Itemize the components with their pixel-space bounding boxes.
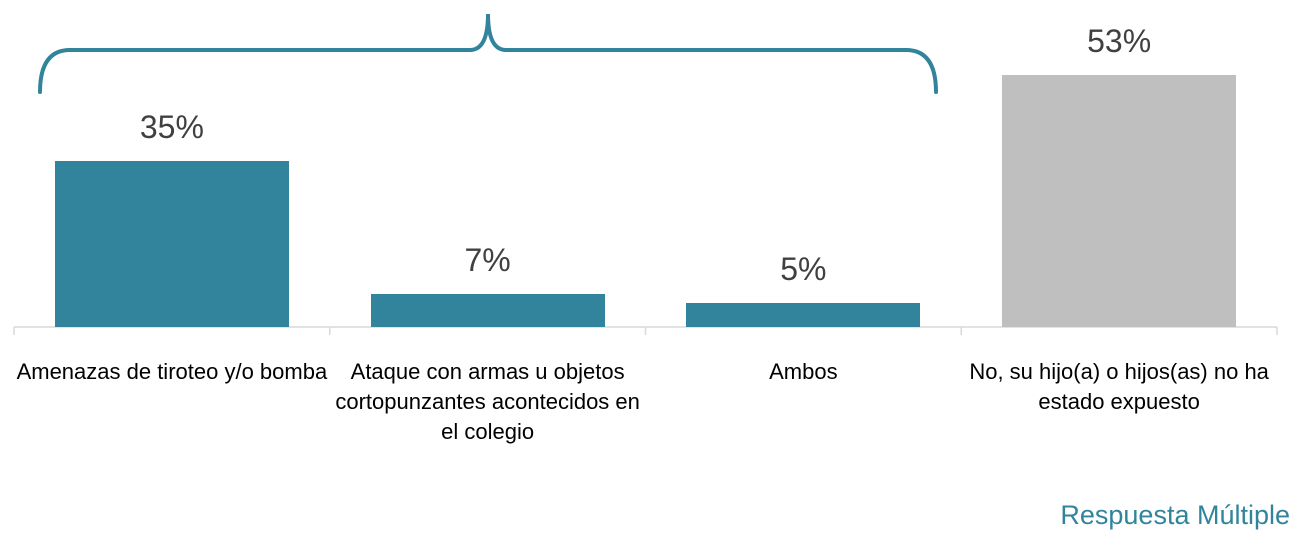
x-tick-label: Ambos xyxy=(769,359,838,384)
x-tick-label: No, su hijo(a) o hijos(as) no ha estado … xyxy=(969,359,1269,414)
x-tick-label: Amenazas de tiroteo y/o bomba xyxy=(16,359,328,384)
bar xyxy=(1002,75,1237,327)
annotation: Respuesta Múltiple xyxy=(1060,500,1290,530)
value-label: 7% xyxy=(464,241,511,278)
value-label: 5% xyxy=(780,251,827,288)
bar xyxy=(54,160,289,327)
bar xyxy=(370,293,605,327)
x-tick-label: Ataque con armas u objetos cortopunzante… xyxy=(335,359,640,444)
bracket xyxy=(38,13,938,94)
value-label: 53% xyxy=(1087,23,1152,59)
value-label: 35% xyxy=(139,108,204,145)
bar xyxy=(686,303,921,327)
